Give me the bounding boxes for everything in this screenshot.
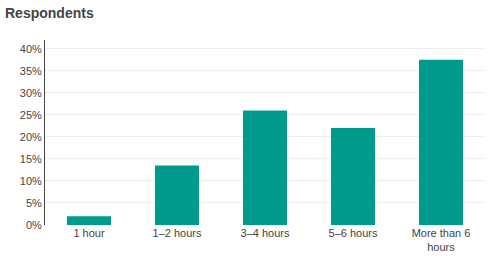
svg-text:Respondents: Respondents [5,5,94,21]
svg-text:15%: 15% [20,153,42,165]
svg-text:3–4 hours: 3–4 hours [241,227,290,239]
svg-text:0%: 0% [26,219,42,231]
svg-text:1–2 hours: 1–2 hours [153,227,202,239]
svg-text:10%: 10% [20,175,42,187]
svg-text:20%: 20% [20,131,42,143]
svg-text:40%: 40% [20,43,42,55]
svg-text:More than 6hours: More than 6hours [412,227,471,253]
svg-text:5–6 hours: 5–6 hours [329,227,378,239]
svg-text:5%: 5% [26,197,42,209]
svg-text:35%: 35% [20,65,42,77]
svg-text:30%: 30% [20,87,42,99]
svg-text:1 hour: 1 hour [73,227,105,239]
svg-text:25%: 25% [20,109,42,121]
